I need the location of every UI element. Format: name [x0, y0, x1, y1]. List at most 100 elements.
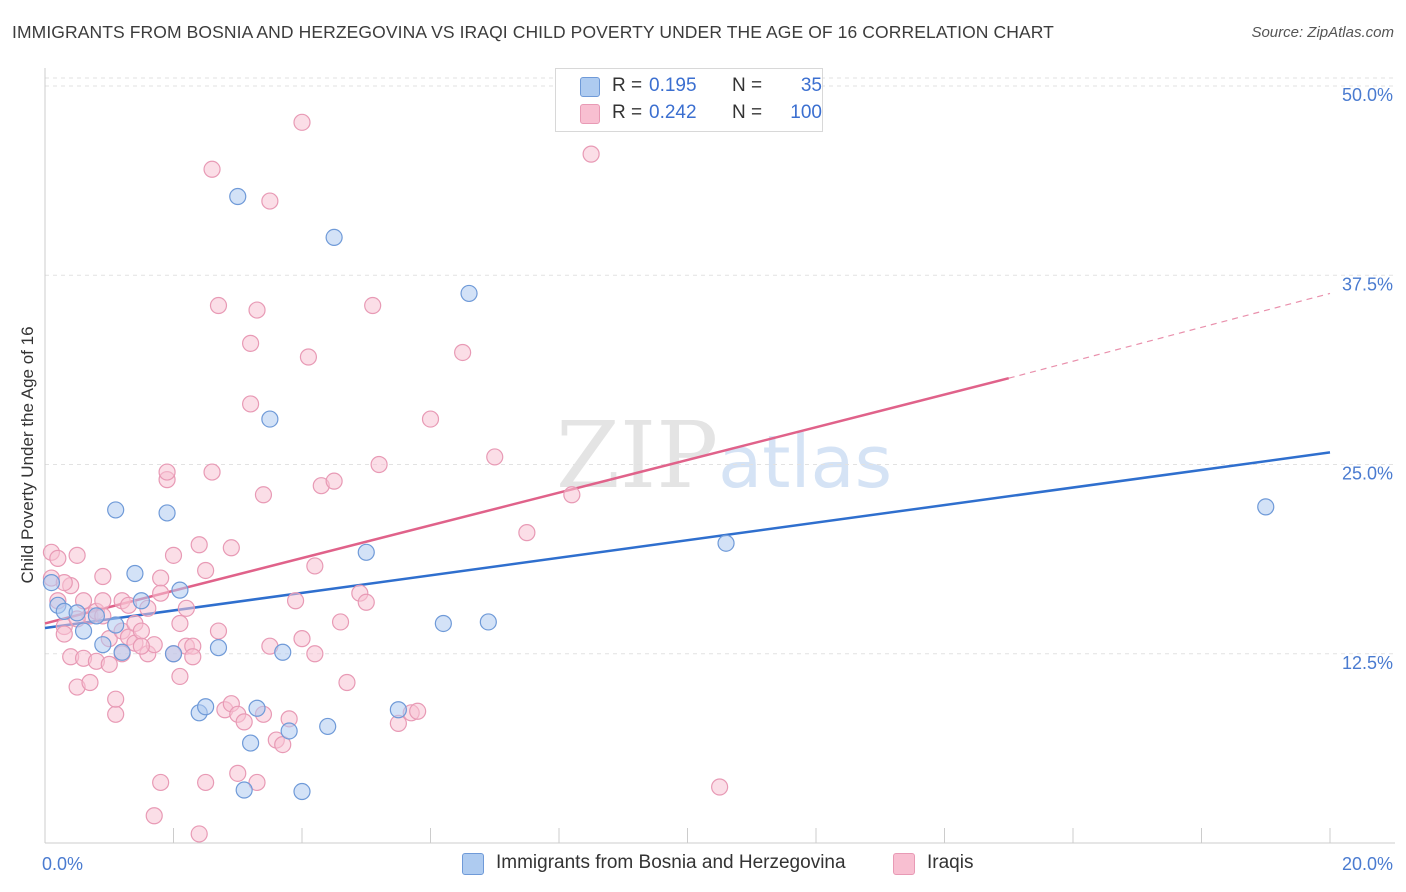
r-value: 0.195	[649, 75, 697, 96]
legend-swatch-iraqis	[580, 104, 600, 124]
point-iraqis	[107, 705, 125, 723]
point-iraqis	[152, 584, 170, 602]
source-label: Source: ZipAtlas.com	[1251, 24, 1394, 41]
point-iraqis	[132, 637, 150, 655]
point-bosnia	[74, 622, 93, 640]
point-iraqis	[711, 778, 729, 796]
point-bosnia	[197, 698, 215, 716]
x-tick-label: 20.0%	[1342, 854, 1393, 874]
point-bosnia	[242, 734, 260, 752]
point-iraqis	[171, 667, 189, 686]
trend-line-iraqis	[44, 376, 1010, 625]
point-iraqis	[254, 486, 273, 504]
tick-labels: 12.5% 25.0% 37.5% 50.0% 0.0% 20.0% Child Pover…	[18, 85, 1393, 874]
point-bosnia	[158, 504, 176, 522]
point-iraqis	[68, 546, 86, 564]
point-iraqis	[94, 567, 112, 586]
point-iraqis	[197, 773, 215, 792]
point-bosnia	[319, 717, 337, 736]
x-tick-label: 0.0%	[42, 854, 83, 874]
point-iraqis	[338, 673, 356, 692]
point-bosnia	[325, 228, 343, 246]
point-iraqis	[242, 334, 260, 352]
point-bosnia	[434, 614, 452, 633]
point-bosnia	[261, 410, 279, 428]
point-iraqis	[235, 713, 253, 731]
point-iraqis	[293, 630, 311, 648]
point-iraqis	[409, 702, 427, 720]
point-iraqis	[164, 546, 183, 564]
axes	[44, 68, 1395, 844]
r-label: R =	[612, 75, 643, 96]
point-iraqis	[152, 569, 170, 587]
point-iraqis	[81, 673, 99, 692]
point-iraqis	[184, 648, 202, 666]
point-bosnia	[132, 592, 150, 610]
point-iraqis	[286, 592, 305, 610]
point-iraqis	[229, 764, 247, 782]
point-bosnia	[235, 781, 253, 799]
point-iraqis	[100, 655, 118, 673]
point-iraqis	[248, 301, 266, 319]
point-iraqis	[242, 395, 260, 413]
point-iraqis	[357, 593, 375, 611]
point-iraqis	[582, 145, 600, 163]
point-iraqis	[177, 599, 195, 617]
point-iraqis	[486, 448, 504, 466]
point-iraqis	[454, 343, 472, 362]
data-points	[42, 113, 1275, 843]
legend-label-iraqis: Iraqis	[927, 852, 974, 873]
point-iraqis	[203, 160, 221, 178]
point-bosnia	[94, 636, 112, 654]
point-bosnia	[164, 645, 183, 663]
y-axis-title: Child Poverty Under the Age of 16	[18, 326, 37, 583]
point-iraqis	[145, 807, 163, 825]
point-bosnia	[107, 501, 125, 519]
point-iraqis	[222, 539, 240, 557]
point-iraqis	[293, 113, 311, 131]
point-bosnia	[274, 643, 292, 661]
point-iraqis	[107, 690, 125, 708]
y-tick-label: 50.0%	[1342, 85, 1393, 105]
point-bosnia	[389, 701, 407, 719]
point-iraqis	[209, 622, 228, 640]
point-bosnia	[113, 643, 131, 661]
point-iraqis	[49, 549, 67, 567]
point-iraqis	[325, 472, 343, 490]
legend-swatch-bosnia	[580, 77, 600, 97]
point-bosnia	[293, 782, 311, 801]
point-iraqis	[299, 348, 318, 366]
r-label: R =	[612, 102, 643, 123]
y-tick-label: 25.0%	[1342, 464, 1393, 484]
legend-swatch-bosnia	[462, 853, 484, 875]
point-iraqis	[94, 592, 112, 610]
point-bosnia	[479, 613, 497, 631]
point-bosnia	[280, 722, 298, 740]
n-label: N =	[732, 102, 763, 123]
point-bosnia	[68, 604, 86, 622]
point-iraqis	[190, 536, 208, 554]
point-iraqis	[55, 625, 73, 643]
point-bosnia	[357, 543, 375, 561]
point-iraqis	[152, 773, 170, 792]
point-bosnia	[87, 607, 106, 625]
r-value: 0.242	[649, 102, 697, 123]
chart-title: IMMIGRANTS FROM BOSNIA AND HERZEGOVINA V…	[12, 22, 1054, 42]
point-iraqis	[171, 614, 189, 633]
point-iraqis	[563, 486, 581, 504]
legend-label-bosnia: Immigrants from Bosnia and Herzegovina	[496, 852, 846, 873]
point-iraqis	[518, 524, 536, 542]
point-bosnia	[248, 699, 266, 717]
trend-lines	[44, 292, 1331, 630]
point-iraqis	[132, 622, 150, 640]
point-bosnia	[126, 564, 144, 583]
point-iraqis	[261, 192, 279, 210]
point-iraqis	[421, 410, 440, 428]
legend-swatch-iraqis	[893, 853, 915, 875]
trend-line-bosnia	[44, 451, 1331, 630]
n-value: 35	[800, 75, 822, 96]
point-iraqis	[306, 645, 324, 663]
point-iraqis	[370, 455, 388, 474]
point-bosnia	[460, 284, 478, 303]
